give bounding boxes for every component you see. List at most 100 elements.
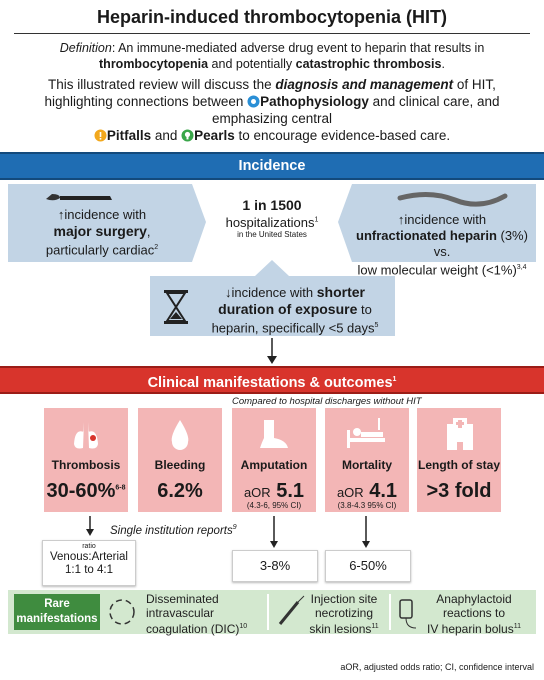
ratio-text: Venous:Arterial — [50, 551, 128, 563]
intro-text: This illustrated review will discuss the — [48, 77, 276, 92]
incidence-bottom: ↓incidence with shorter duration of expos… — [196, 284, 394, 336]
text: reactions to — [442, 606, 506, 620]
intro-text: and — [151, 128, 182, 143]
text-bold: major surgery — [53, 223, 147, 239]
title: Heparin-induced thrombocytopenia (HIT) — [96, 7, 447, 27]
text: Anaphylactoid — [436, 592, 512, 606]
text: Single institution reports — [110, 524, 233, 537]
amputation-reports: 3-8% — [232, 550, 318, 582]
left-panel — [8, 184, 206, 262]
text: (3%) vs. — [433, 228, 528, 259]
pathophysiology-icon — [247, 95, 260, 108]
incidence-right: ↑incidence with unfractionated heparin (3… — [348, 212, 536, 278]
scalpel-icon — [46, 194, 112, 201]
text: skin lesions — [309, 622, 372, 636]
bottom-panel — [150, 260, 395, 336]
card: Mortality aOR 4.1 (3.8-4.3 95% CI) — [325, 408, 409, 512]
reference: 5 — [374, 322, 379, 329]
card-prefix: aOR — [243, 485, 271, 500]
definition-text: : An immune-mediated adverse drug event … — [111, 41, 485, 55]
definition-text: . — [441, 57, 445, 71]
clinical-banner: Clinical manifestations & outcomes1 — [0, 366, 544, 394]
text: Disseminated — [146, 592, 219, 606]
intro-text: and clinical care, and emphasizing centr… — [211, 94, 500, 126]
text: to — [357, 302, 372, 317]
arrow — [267, 338, 277, 364]
incidence-shapes — [8, 184, 536, 336]
text: ↑incidence with — [57, 207, 147, 222]
text: ↑incidence with — [397, 212, 487, 227]
definition: Definition: An immune-mediated adverse d… — [20, 40, 524, 72]
reference: 6-8 — [115, 484, 126, 492]
rare-item: Anaphylactoid reactions to IV heparin bolu… — [418, 592, 530, 636]
card-ci: (3.8-4.3 95% CI) — [337, 501, 397, 510]
text: , — [146, 224, 151, 239]
intro: This illustrated review will discuss the… — [14, 76, 530, 144]
reference: 1 — [392, 376, 397, 383]
definition-bold: thrombocytopenia — [99, 57, 209, 71]
ratio-label: ratio — [82, 543, 96, 550]
text: particularly cardiac — [45, 242, 155, 258]
rare-heading: Rare manifestations — [14, 594, 100, 630]
reference: 3,4 — [516, 264, 527, 271]
foot-icon — [260, 420, 288, 448]
text-bold: unfractionated heparin — [356, 228, 497, 243]
card: Thrombosis 30-60%6-8 — [44, 408, 128, 512]
text-bold: shorter — [316, 284, 365, 300]
incidence-left: ↑incidence with major surgery, particularl… — [12, 207, 192, 258]
card-label: Bleeding — [154, 458, 206, 472]
footer: aOR, adjusted odds ratio; CI, confidence… — [340, 662, 534, 672]
text: necrotizing — [314, 606, 374, 620]
card-prefix: aOR — [336, 485, 364, 500]
card: Bleeding 6.2% — [138, 408, 222, 512]
card-label: Amputation — [240, 458, 308, 472]
text: coagulation (DIC) — [146, 622, 240, 636]
intro-pitfalls: Pitfalls — [106, 128, 152, 143]
card-value: 5.1 — [276, 480, 305, 502]
card-value: 30-60% — [46, 480, 116, 502]
ratio-box: ratio Venous:Arterial 1:1 to 4:1 — [42, 540, 136, 586]
comparison-note: Compared to hospital discharges without … — [232, 396, 422, 407]
reference: 11 — [371, 623, 379, 630]
text: Injection site — [310, 592, 378, 606]
card-label: Length of stay — [417, 458, 500, 472]
card: Amputation aOR 5.1 (4.3-6, 95% CI) — [232, 408, 316, 512]
rare-item: Disseminated intravascular coagulation (DI… — [146, 592, 266, 636]
card-value: 6.2% — [157, 480, 203, 502]
hospital-icon — [447, 418, 473, 450]
drop-icon — [171, 420, 189, 450]
hourglass-icon — [164, 290, 188, 324]
mortality-reports: 6-50% — [325, 550, 411, 582]
rare-item: Injection site necrotizing skin lesions11 — [300, 592, 388, 636]
note: in the United States — [237, 230, 307, 239]
arrows — [86, 516, 370, 548]
intro-pathophysiology: Pathophysiology — [260, 94, 369, 109]
rare-icons — [109, 594, 417, 630]
card: Length of stay >3 fold — [417, 408, 501, 512]
card-label: Thrombosis — [51, 458, 121, 472]
bed-icon — [347, 418, 385, 448]
card-ci: (4.3-6, 95% CI) — [246, 501, 302, 510]
incidence-banner: Incidence — [0, 152, 544, 180]
reference: 9 — [232, 524, 237, 531]
text-bold: duration of exposure — [218, 301, 358, 317]
intro-text: to encourage evidence-based care. — [234, 128, 451, 143]
single-institution: Single institution reports9 — [110, 524, 237, 537]
heading: Clinical manifestations & outcomes — [147, 374, 393, 391]
intro-text: of HIT, highlighting connections between — [44, 77, 496, 109]
intro-emphasis: diagnosis and management — [275, 77, 454, 92]
syringe-tube-icon — [397, 192, 508, 207]
reference: 2 — [154, 244, 159, 251]
incidence-rate: 1 in 1500 — [242, 197, 302, 213]
text: IV heparin bolus — [426, 622, 514, 636]
lungs-icon — [74, 422, 98, 449]
text: ↓incidence with — [224, 285, 317, 300]
reference: 10 — [239, 623, 248, 630]
text: intravascular — [146, 606, 215, 620]
pitfall-icon — [94, 129, 107, 142]
intro-pearls: Pearls — [194, 128, 235, 143]
card-label: Mortality — [341, 458, 392, 472]
definition-bold: catastrophic thrombosis — [295, 57, 442, 71]
text: hospitalizations — [225, 215, 315, 230]
